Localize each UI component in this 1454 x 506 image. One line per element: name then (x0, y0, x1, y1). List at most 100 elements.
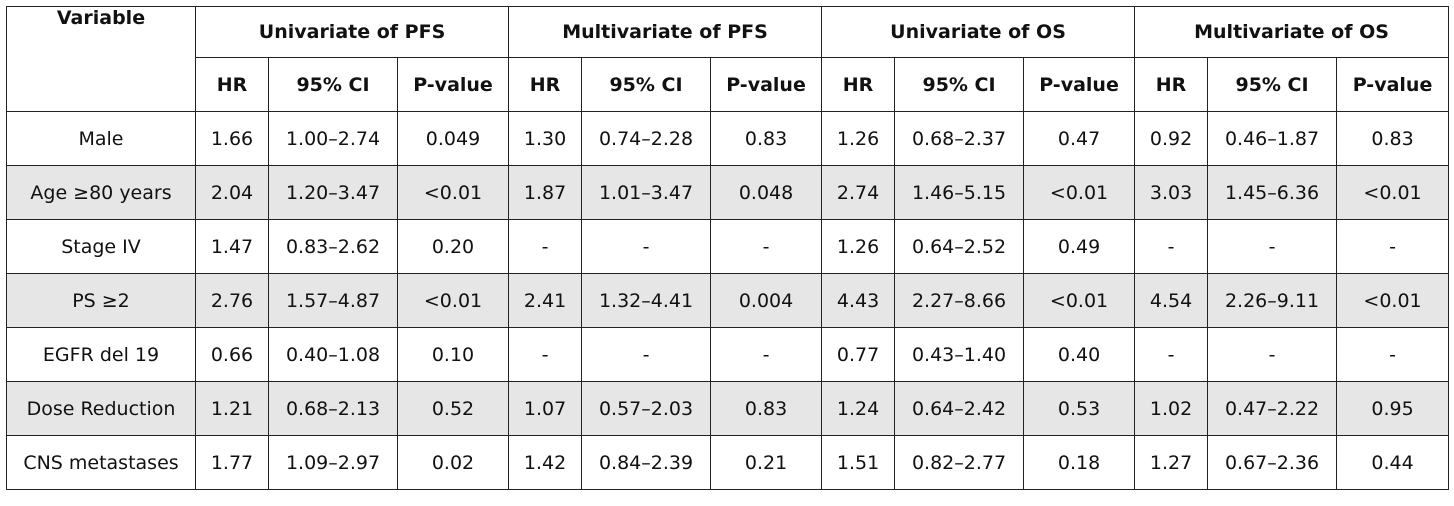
value-cell: 0.43–1.40 (894, 327, 1025, 382)
value-cell: 1.87 (508, 165, 583, 220)
value-cell: 1.02 (1134, 381, 1209, 436)
value-cell: 1.46–5.15 (894, 165, 1025, 220)
value-cell: - (508, 327, 583, 382)
table-row: Stage IV 1.47 0.83–2.62 0.20- - -1.26 0.64–2.5… (6, 219, 1450, 274)
value-cell: 0.83–2.62 (268, 219, 398, 274)
value-cell: 0.68–2.13 (268, 381, 398, 436)
value-cell: 1.42 (508, 435, 583, 490)
subheader-p-value: P-value (710, 57, 823, 112)
table-row: EGFR del 19 0.66 0.40–1.08 0.10- - -0.77 0.43–… (6, 327, 1450, 382)
value-cell: 0.49 (1023, 219, 1136, 274)
value-cell: 0.77 (821, 327, 896, 382)
value-cell: 1.26 (821, 111, 896, 166)
table-row: CNS metastases 1.77 1.09–2.97 0.02 1.42 0.84–… (6, 435, 1450, 490)
value-cell: 2.74 (821, 165, 896, 220)
value-cell: - (1134, 327, 1209, 382)
value-cell: <0.01 (396, 165, 510, 220)
value-cell: 0.18 (1023, 435, 1136, 490)
subheader-row: HR 95% CI P-value HR 95% CI P-value HR 95% CI P-… (7, 57, 1450, 112)
value-cell: 0.57–2.03 (581, 381, 712, 436)
value-cell: 0.44 (1336, 435, 1450, 490)
value-cell: 0.20 (396, 219, 510, 274)
subheader-95-ci: 95% CI (581, 57, 712, 112)
subheader-hr: HR (1134, 57, 1209, 112)
variable-cell: Dose Reduction (6, 381, 196, 436)
group-header-univariate-of-os: Univariate of OS (821, 6, 1136, 58)
value-cell: <0.01 (1336, 165, 1450, 220)
value-cell: 0.84–2.39 (581, 435, 712, 490)
value-cell: 4.54 (1134, 273, 1209, 328)
value-cell: 1.47 (195, 219, 269, 274)
value-cell: 0.46–1.87 (1207, 111, 1338, 166)
value-cell: 0.21 (710, 435, 823, 490)
subheader-95-ci: 95% CI (268, 57, 398, 112)
variable-cell: CNS metastases (6, 435, 196, 490)
value-cell: 0.66 (195, 327, 269, 382)
value-cell: 0.74–2.28 (581, 111, 712, 166)
group-header-multivariate-of-pfs: Multivariate of PFS (508, 6, 823, 58)
value-cell: - (1207, 327, 1338, 382)
table-row: Dose Reduction 1.21 0.68–2.13 0.52 1.07 0.57–… (6, 381, 1450, 436)
table-row: Male 1.66 1.00–2.74 0.049 1.30 0.74–2.28 0.83 1… (6, 111, 1450, 166)
group-header-univariate-of-pfs: Univariate of PFS (194, 6, 510, 58)
value-cell: 1.20–3.47 (268, 165, 398, 220)
value-cell: 1.32–4.41 (581, 273, 712, 328)
value-cell: 0.95 (1336, 381, 1450, 436)
value-cell: 0.68–2.37 (894, 111, 1025, 166)
value-cell: 2.76 (195, 273, 269, 328)
table-row: Age ≥80 years 2.04 1.20–3.47 <0.01 1.87 1.01–… (6, 165, 1450, 220)
group-header-row: Variable Univariate of PFS Multivariate o… (6, 6, 1450, 112)
subheader-95-ci: 95% CI (1207, 57, 1338, 112)
table-row: PS ≥2 2.76 1.57–4.87 <0.01 2.41 1.32–4.41 0.00… (6, 273, 1450, 328)
value-cell: 1.07 (508, 381, 583, 436)
variable-cell: Age ≥80 years (6, 165, 196, 220)
value-cell: 1.01–3.47 (581, 165, 712, 220)
value-cell: 0.82–2.77 (894, 435, 1025, 490)
value-cell: <0.01 (1336, 273, 1450, 328)
value-cell: 1.30 (508, 111, 583, 166)
subheader-hr: HR (508, 57, 583, 112)
value-cell: 0.47–2.22 (1207, 381, 1338, 436)
subheader-p-value: P-value (1336, 57, 1450, 112)
value-cell: 0.52 (396, 381, 510, 436)
subheader-95-ci: 95% CI (894, 57, 1025, 112)
subheader-hr: HR (195, 57, 269, 112)
value-cell: 3.03 (1134, 165, 1209, 220)
value-cell: 0.02 (396, 435, 510, 490)
value-cell: 0.64–2.42 (894, 381, 1025, 436)
table-header: Variable Univariate of PFS Multivariate o… (6, 6, 1450, 112)
value-cell: - (710, 327, 823, 382)
results-table: Variable Univariate of PFS Multivariate o… (6, 6, 1450, 490)
variable-cell: EGFR del 19 (6, 327, 196, 382)
value-cell: - (710, 219, 823, 274)
value-cell: 1.66 (195, 111, 269, 166)
value-cell: - (1336, 327, 1450, 382)
subheader-p-value: P-value (1023, 57, 1136, 112)
value-cell: 0.40 (1023, 327, 1136, 382)
variable-cell: PS ≥2 (6, 273, 196, 328)
value-cell: 1.45–6.36 (1207, 165, 1338, 220)
value-cell: 0.10 (396, 327, 510, 382)
value-cell: 2.04 (195, 165, 269, 220)
subheader-p-value: P-value (396, 57, 510, 112)
value-cell: 2.41 (508, 273, 583, 328)
value-cell: 0.47 (1023, 111, 1136, 166)
value-cell: 1.24 (821, 381, 896, 436)
value-cell: 2.26–9.11 (1207, 273, 1338, 328)
value-cell: 0.049 (396, 111, 510, 166)
value-cell: 2.27–8.66 (894, 273, 1025, 328)
value-cell: - (581, 219, 712, 274)
variable-header: Variable (6, 6, 196, 112)
value-cell: 0.83 (1336, 111, 1450, 166)
value-cell: 1.21 (195, 381, 269, 436)
value-cell: 0.83 (710, 111, 823, 166)
subheader-hr: HR (821, 57, 896, 112)
group-header-multivariate-of-os: Multivariate of OS (1134, 6, 1450, 58)
value-cell: 0.67–2.36 (1207, 435, 1338, 490)
value-cell: 0.83 (710, 381, 823, 436)
variable-cell: Stage IV (6, 219, 196, 274)
value-cell: 1.27 (1134, 435, 1209, 490)
value-cell: 0.004 (710, 273, 823, 328)
value-cell: 0.92 (1134, 111, 1209, 166)
value-cell: - (581, 327, 712, 382)
